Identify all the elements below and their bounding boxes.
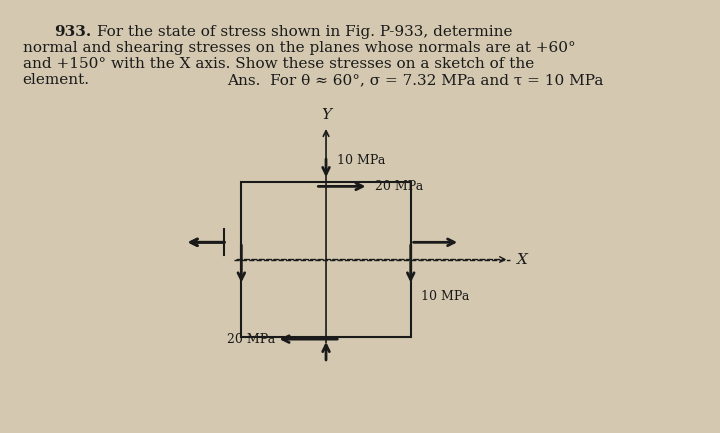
Text: 20 MPa: 20 MPa xyxy=(375,180,423,193)
Text: X: X xyxy=(516,252,528,267)
Text: 933.: 933. xyxy=(54,25,91,39)
Text: Y: Y xyxy=(321,108,331,122)
Text: 20 MPa: 20 MPa xyxy=(228,333,276,346)
Text: For the state of stress shown in Fig. P-933, determine: For the state of stress shown in Fig. P-… xyxy=(96,25,512,39)
Bar xyxy=(241,182,410,337)
Text: 10 MPa: 10 MPa xyxy=(421,290,469,303)
Text: 10 MPa: 10 MPa xyxy=(337,154,385,167)
Text: and +150° with the X axis. Show these stresses on a sketch of the: and +150° with the X axis. Show these st… xyxy=(22,57,534,71)
Text: Ans.  For θ ≈ 60°, σ = 7.32 MPa and τ = 10 MPa: Ans. For θ ≈ 60°, σ = 7.32 MPa and τ = 1… xyxy=(228,73,603,87)
Text: normal and shearing stresses on the planes whose normals are at +60°: normal and shearing stresses on the plan… xyxy=(22,41,575,55)
Text: element.: element. xyxy=(22,73,89,87)
